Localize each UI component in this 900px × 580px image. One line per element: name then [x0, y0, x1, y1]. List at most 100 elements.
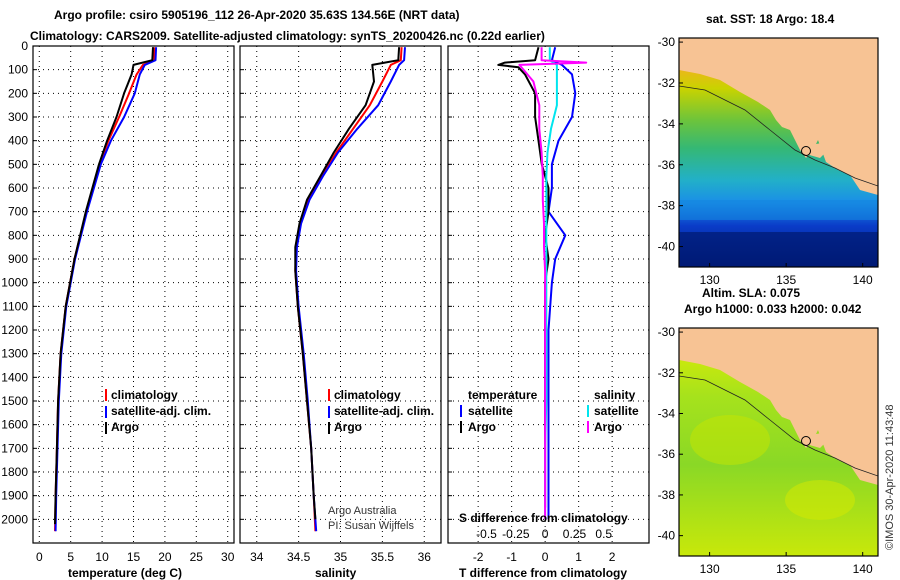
series-difference-t-satellite	[547, 46, 577, 520]
map-y-tick-label: -30	[658, 325, 676, 339]
depth-tick-label: 600	[8, 181, 28, 195]
x-tick-label: -0.5	[476, 527, 497, 541]
x-tick-label: 0	[542, 550, 549, 564]
depth-tick-label: 500	[8, 157, 28, 171]
map-x-tick-label: 130	[700, 273, 720, 287]
depth-tick-label: 1400	[1, 370, 28, 384]
map-x-tick-label: 130	[700, 562, 720, 576]
depth-tick-label: 1100	[2, 299, 28, 313]
annotation-pi: PI: Susan Wijffels	[328, 520, 414, 532]
depth-tick-label: 1000	[1, 276, 28, 290]
sla-eddy-2	[785, 480, 855, 520]
sst-land	[679, 38, 878, 195]
x-tick-label: 34.5	[287, 550, 311, 564]
depth-tick-label: 200	[8, 86, 28, 100]
depth-tick-label: 1300	[1, 347, 28, 361]
x-tick-label: 0.25	[563, 527, 587, 541]
sla-map-title: Altim. SLA: 0.075	[702, 286, 800, 300]
legend-label-s-argo: Argo	[594, 420, 622, 434]
depth-tick-label: 1200	[1, 323, 28, 337]
x-tick-label: 36	[418, 550, 432, 564]
map-x-tick-label: 140	[853, 273, 873, 287]
profile-series	[54, 46, 588, 532]
salinity-axis-label: salinity	[315, 566, 357, 580]
x-tick-label: 0.5	[595, 527, 612, 541]
x-tick-label: -0.25	[502, 527, 530, 541]
depth-axis: 0 100 200 300 400 500 600 700 800 900 1000 1100 1200…	[1, 39, 28, 526]
x-tick-label: 15	[127, 550, 141, 564]
map-y-tick-label: -38	[658, 199, 676, 213]
temperature-legend: climatology satellite-adj. clim. Argo	[105, 388, 211, 434]
legend-label-climatology: climatology	[111, 388, 178, 402]
legend-label-satellite: satellite-adj. clim.	[111, 404, 211, 418]
map-y-tick-label: -34	[658, 117, 676, 131]
depth-tick-label: 1900	[1, 489, 28, 503]
x-tick-label: -2	[473, 550, 484, 564]
series-difference-s-argo	[518, 47, 588, 520]
sla-argo-marker	[801, 436, 811, 446]
depth-tick-label: 300	[8, 110, 28, 124]
t-difference-axis-label: T difference from climatology	[459, 566, 627, 580]
difference-legend: temperature salinity satellite Argo sate…	[460, 388, 639, 434]
map-y-tick-label: -40	[658, 529, 676, 543]
legend-label-climatology: climatology	[334, 388, 401, 402]
map-y-tick-label: -36	[658, 158, 676, 172]
salinity-legend: climatology satellite-adj. clim. Argo Ar…	[328, 388, 434, 532]
x-tick-label: 35	[334, 550, 348, 564]
x-tick-label: 34	[250, 550, 264, 564]
sla-map-subtitle: Argo h1000: 0.033 h2000: 0.042	[684, 302, 862, 316]
map-x-tick-label: 135	[776, 273, 796, 287]
sst-contour	[679, 85, 878, 187]
x-tick-label: -1	[506, 550, 517, 564]
sla-island	[804, 433, 828, 448]
credit-text: ©IMOS 30-Apr-2020 11:43:48	[884, 405, 896, 550]
legend-label-t-argo: Argo	[468, 420, 496, 434]
temperature-axis-label: temperature (deg C)	[68, 566, 182, 580]
map-y-tick-label: -38	[658, 488, 676, 502]
temperature-panel-frame	[32, 45, 235, 544]
legend-title-salinity: salinity	[594, 388, 636, 402]
depth-tick-label: 0	[21, 39, 28, 53]
s-difference-axis-label: S difference from climatology	[459, 511, 628, 525]
x-tick-label: 0	[36, 550, 43, 564]
map-y-tick-label: -40	[658, 240, 676, 254]
x-tick-label: 10	[95, 550, 109, 564]
annotation-argo-australia: Argo Australia	[328, 505, 397, 517]
x-tick-label: 20	[158, 550, 172, 564]
map-y-tick-label: -36	[658, 447, 676, 461]
legend-label-t-satellite: satellite	[468, 404, 513, 418]
map-axes: 130 135 140 -30 -32 -34 -36 -38 -40 130 135 140 -30 -…	[658, 35, 873, 576]
x-axes: 0 5 10 15 20 25 30 34 34.5 35 35.5 36 -2 -1 0 1 2 -0.5 -0.…	[36, 527, 616, 564]
sst-map-frame	[678, 37, 879, 268]
map-y-tick-label: -32	[658, 76, 676, 90]
sst-band-cool	[679, 200, 878, 220]
map-y-tick-label: -30	[658, 35, 676, 49]
salinity-panel-frame	[239, 45, 442, 544]
legend-title-temperature: temperature	[468, 388, 538, 402]
x-tick-label: 1	[575, 550, 582, 564]
map-y-tick-label: -34	[658, 407, 676, 421]
x-tick-label: 25	[190, 550, 204, 564]
figure-title-line-1: Argo profile: csiro 5905196_112 26-Apr-2…	[54, 8, 460, 22]
map-x-tick-label: 140	[853, 562, 873, 576]
grid-layer	[33, 45, 649, 543]
series-difference-t-argo	[497, 46, 550, 508]
sla-land	[679, 328, 878, 485]
legend-label-argo: Argo	[334, 420, 362, 434]
depth-tick-label: 1600	[1, 418, 28, 432]
series-temperature-satellite-adj-clim-	[54, 47, 158, 532]
legend-label-satellite: satellite-adj. clim.	[334, 404, 434, 418]
depth-tick-label: 700	[8, 205, 28, 219]
series-temperature-argo	[54, 47, 154, 525]
x-tick-label: 35.5	[371, 550, 395, 564]
sst-argo-marker	[801, 146, 811, 156]
x-tick-label: 0	[542, 527, 549, 541]
depth-tick-label: 1700	[1, 441, 28, 455]
depth-tick-label: 900	[8, 252, 28, 266]
map-y-tick-label: -32	[658, 366, 676, 380]
x-tick-label: 30	[221, 550, 235, 564]
depth-tick-label: 800	[8, 228, 28, 242]
sla-contour	[679, 375, 878, 477]
x-tick-label: 5	[67, 550, 74, 564]
